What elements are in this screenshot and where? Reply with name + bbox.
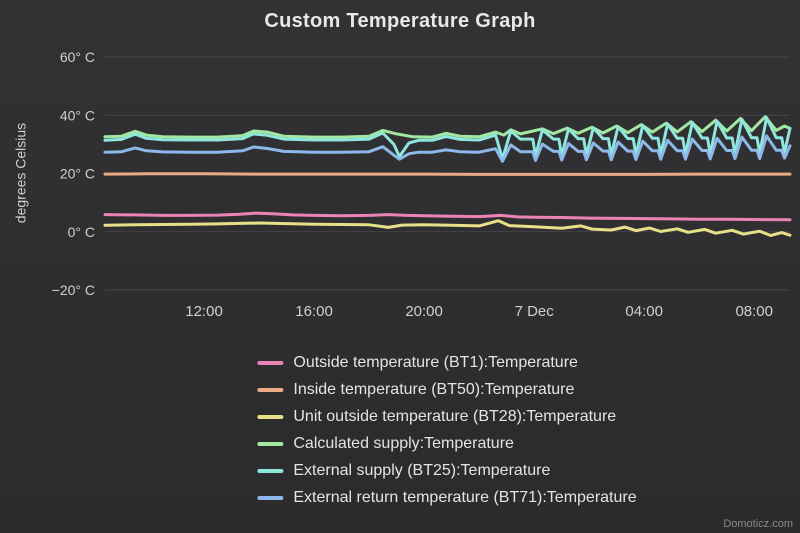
y-tick-label: 0° C (68, 224, 95, 240)
legend-label: Unit outside temperature (BT28):Temperat… (293, 408, 617, 425)
y-tick-label: 60° C (60, 49, 95, 65)
legend-item[interactable]: Outside temperature (BT1):Temperature (257, 354, 636, 372)
legend-swatch (257, 361, 284, 365)
legend-swatch (257, 388, 284, 392)
series-line (103, 115, 792, 139)
watermark: Domoticz.com (723, 518, 793, 530)
x-tick-label: 12:00 (185, 303, 223, 320)
series-line (103, 219, 792, 237)
legend-label: Calculated supply:Temperature (293, 435, 514, 452)
series-line (103, 116, 792, 161)
y-tick-label: −20° C (52, 282, 95, 298)
legend-item[interactable]: Unit outside temperature (BT28):Temperat… (257, 408, 636, 426)
legend-swatch (257, 496, 284, 500)
x-tick-label: 7 Dec (515, 303, 555, 320)
legend-label: Inside temperature (BT50):Temperature (293, 381, 575, 398)
legend-label: External return temperature (BT71):Tempe… (293, 489, 637, 506)
chart-title: Custom Temperature Graph (264, 10, 536, 32)
series-line (103, 134, 792, 163)
legend-item[interactable]: Inside temperature (BT50):Temperature (257, 381, 636, 399)
x-tick-label: 04:00 (625, 303, 663, 320)
legend-item[interactable]: External supply (BT25):Temperature (257, 462, 636, 480)
plot-area: 60° C 40° C 20° C 0° C −20° C 12:00 16:00 20:00… (52, 49, 792, 320)
legend-label: Outside temperature (BT1):Temperature (293, 354, 578, 371)
legend-label: External supply (BT25):Temperature (293, 462, 551, 479)
x-tick-label: 16:00 (295, 303, 333, 320)
series-line (103, 172, 792, 176)
y-tick-label: 40° C (60, 107, 95, 123)
x-tick-label: 08:00 (735, 303, 773, 320)
legend: Outside temperature (BT1):Temperature Ins… (257, 354, 637, 507)
x-tick-label: 20:00 (405, 303, 443, 320)
legend-swatch (257, 415, 284, 419)
legend-swatch (257, 442, 284, 446)
legend-item[interactable]: External return temperature (BT71):Tempe… (257, 489, 637, 507)
legend-item[interactable]: Calculated supply:Temperature (257, 435, 636, 453)
series-line (103, 211, 792, 222)
y-tick-label: 20° C (60, 166, 95, 182)
legend-swatch (257, 469, 284, 473)
